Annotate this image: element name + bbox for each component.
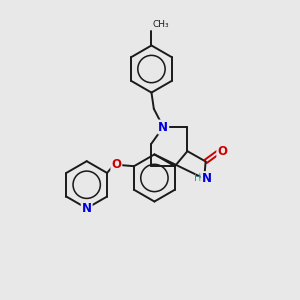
Text: H: H <box>194 173 201 183</box>
Text: O: O <box>217 146 227 158</box>
Text: N: N <box>82 202 92 215</box>
Text: O: O <box>111 158 122 171</box>
Text: N: N <box>202 172 212 185</box>
Text: N: N <box>158 121 168 134</box>
Text: CH₃: CH₃ <box>153 20 169 29</box>
